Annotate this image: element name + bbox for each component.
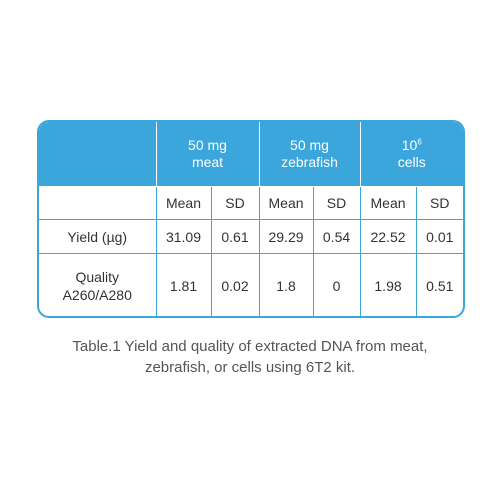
caption-line1: Table.1 Yield and quality of extracted D… (72, 338, 428, 355)
subheader-empty-cell (39, 186, 157, 220)
row-label: Quality A260/A280 (39, 253, 157, 316)
group-header-line1: 10 (401, 137, 418, 153)
table-cell: 0.61 (210, 219, 260, 254)
subheader-cell: Mean (258, 186, 314, 220)
group-header-line2: cells (397, 154, 426, 170)
group-header-zebrafish: 50 mg zebrafish (258, 122, 361, 187)
superscript-exponent: 6 (417, 137, 422, 147)
corner-cell (39, 122, 157, 187)
group-header-line1: 50 mg (290, 137, 329, 153)
group-header-meat: 50 mg meat (155, 122, 260, 187)
table-caption: Table.1 Yield and quality of extracted D… (0, 336, 500, 378)
group-header-cells: 106 cells (359, 122, 463, 187)
table-cell: 31.09 (155, 219, 212, 254)
table-cell: 0 (312, 253, 361, 316)
group-header-line2: meat (191, 154, 224, 170)
group-header-line1: 50 mg (188, 137, 227, 153)
table-cell: 0.54 (312, 219, 361, 254)
table-cell: 22.52 (359, 219, 417, 254)
subheader-cell: Mean (359, 186, 417, 220)
caption-line2: zebrafish, or cells using 6T2 kit. (144, 359, 356, 376)
table-cell: 1.98 (359, 253, 417, 316)
table-cell: 0.51 (415, 253, 463, 316)
subheader-cell: SD (312, 186, 361, 220)
results-table-container: 50 mg meat 50 mg zebrafish 106 cells Mea… (37, 120, 465, 318)
results-table: 50 mg meat 50 mg zebrafish 106 cells Mea… (39, 122, 463, 316)
subheader-row: Mean SD Mean SD Mean SD (39, 186, 463, 220)
subheader-cell: SD (415, 186, 463, 220)
row-label-line2: A260/A280 (62, 286, 132, 303)
subheader-cell: Mean (155, 186, 212, 220)
table-cell: 29.29 (258, 219, 314, 254)
table-cell: 0.01 (415, 219, 463, 254)
table-cell: 1.8 (258, 253, 314, 316)
table-row-quality: Quality A260/A280 1.81 0.02 1.8 0 1.98 0… (39, 253, 463, 316)
subheader-cell: SD (210, 186, 260, 220)
table-cell: 0.02 (210, 253, 260, 316)
row-label-line1: Quality (75, 268, 120, 285)
table-cell: 1.81 (155, 253, 212, 316)
group-header-row: 50 mg meat 50 mg zebrafish 106 cells (39, 122, 463, 187)
group-header-line2: zebrafish (281, 154, 338, 170)
table-row-yield: Yield (µg) 31.09 0.61 29.29 0.54 22.52 0… (39, 219, 463, 254)
row-label: Yield (µg) (39, 219, 157, 254)
